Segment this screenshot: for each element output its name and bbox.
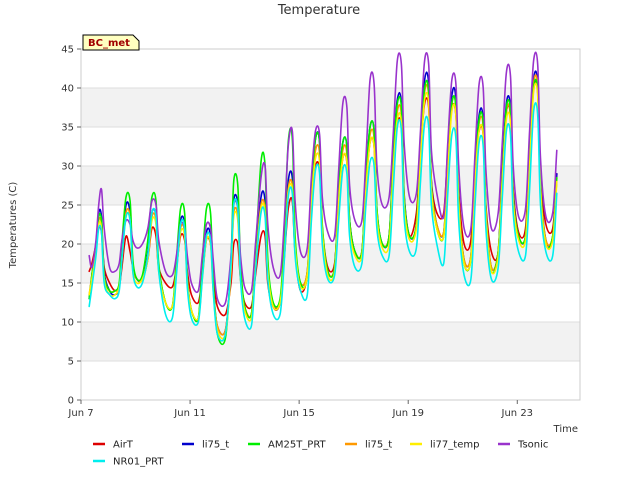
legend-label: li75_t bbox=[202, 440, 229, 451]
station-badge: BC_met bbox=[82, 34, 140, 51]
x-tick-label: Jun 7 bbox=[67, 408, 93, 419]
y-axis-label: Temperatures (C) bbox=[8, 182, 19, 270]
legend-label: AM25T_PRT bbox=[268, 440, 327, 451]
x-tick-label: Jun 19 bbox=[391, 408, 424, 419]
y-tick-label: 25 bbox=[61, 201, 74, 212]
background-band bbox=[81, 283, 580, 322]
plot-background-bands bbox=[81, 49, 580, 400]
y-tick-label: 20 bbox=[61, 240, 74, 251]
series-line-nr01-prt bbox=[88, 102, 558, 342]
y-tick-label: 45 bbox=[61, 45, 74, 56]
y-tick-label: 0 bbox=[68, 396, 74, 407]
background-band bbox=[81, 166, 580, 205]
background-band bbox=[81, 322, 580, 361]
y-tick-label: 5 bbox=[68, 357, 74, 368]
background-band bbox=[81, 49, 580, 88]
legend: AirT li75_t AM25T_PRT li75_t li77_temp Tsonic… bbox=[93, 440, 548, 468]
legend-label: Tsonic bbox=[517, 440, 548, 451]
y-tick-label: 10 bbox=[61, 318, 74, 329]
plot-frame bbox=[80, 48, 581, 401]
legend-label: li75_t bbox=[365, 440, 392, 451]
x-tick-label: Jun 15 bbox=[282, 408, 315, 419]
x-tick-label: Jun 11 bbox=[173, 408, 206, 419]
background-band bbox=[81, 361, 580, 400]
background-band bbox=[81, 88, 580, 127]
y-tick-label: 40 bbox=[61, 84, 74, 95]
legend-label: NR01_PRT bbox=[113, 457, 164, 468]
chart-title: Temperature bbox=[277, 3, 360, 18]
station-badge-shape bbox=[82, 34, 140, 51]
y-tick-label: 35 bbox=[61, 123, 74, 134]
x-axis-label: Time bbox=[553, 424, 578, 435]
x-tick-label: Jun 23 bbox=[501, 408, 534, 419]
background-band bbox=[81, 127, 580, 166]
series-lines bbox=[88, 51, 558, 346]
legend-label: AirT bbox=[113, 440, 134, 451]
legend-label: li77_temp bbox=[430, 440, 479, 451]
y-axis-ticks: 0 5 10 15 20 25 30 35 40 45 bbox=[61, 45, 81, 407]
y-tick-label: 30 bbox=[61, 162, 74, 173]
y-tick-label: 15 bbox=[61, 279, 74, 290]
station-badge-label: BC_met bbox=[88, 38, 130, 49]
series-line-tsonic bbox=[88, 51, 558, 308]
x-axis-ticks: Jun 7 Jun 11 Jun 15 Jun 19 Jun 23 bbox=[67, 400, 533, 419]
